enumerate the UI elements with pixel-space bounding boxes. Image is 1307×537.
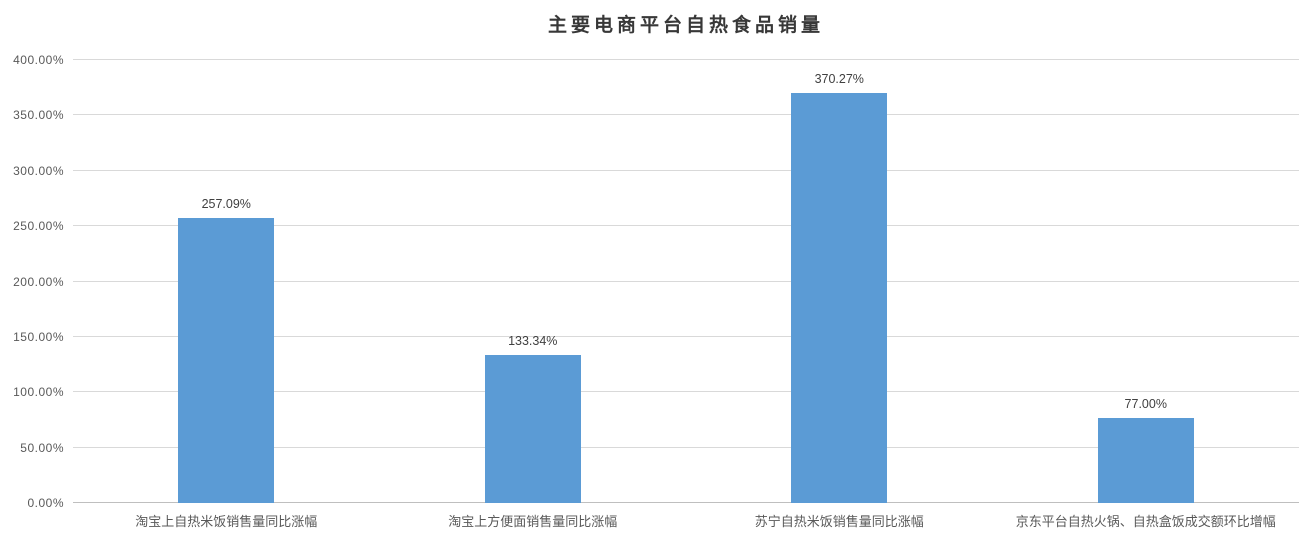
bar-value-label: 370.27% [814, 71, 864, 86]
y-axis-tick-label: 400.00% [13, 53, 64, 67]
y-axis-tick-label: 200.00% [13, 274, 64, 289]
bar [484, 355, 581, 503]
bar-slot: 77.00% [993, 60, 1300, 503]
gridline [73, 59, 1299, 60]
gridline [73, 114, 1299, 116]
bar-value-label: 133.34% [508, 334, 558, 349]
x-axis-line [73, 502, 1299, 503]
gridline [73, 169, 1299, 171]
x-axis-category-label: 苏宁自热米饭销售量同比涨幅 [754, 514, 924, 529]
bar-slot: 257.09% [73, 60, 380, 503]
y-axis-tick-label: 150.00% [13, 329, 64, 344]
bar [791, 92, 888, 503]
y-axis-tick-label: 300.00% [13, 163, 64, 178]
bar-series: 257.09% 133.34% 370.27% 77.00% [73, 60, 1299, 503]
y-axis-tick-label: 0.00% [27, 496, 64, 510]
gridline [73, 391, 1299, 393]
x-axis-category-label: 淘宝上方便面销售量同比涨幅 [448, 514, 618, 529]
bar-value-label: 77.00% [1124, 396, 1167, 411]
plot-area: 257.09% 133.34% 370.27% 77.00% [73, 59, 1299, 503]
y-axis: 0.00% 50.00% 100.00% 150.00% 200.00% 250.00% 3… [0, 53, 64, 510]
gridline [73, 335, 1299, 337]
gridline [73, 225, 1299, 227]
bar-slot: 133.34% [380, 60, 687, 503]
y-axis-tick-label: 50.00% [20, 440, 64, 455]
bar [178, 218, 275, 503]
x-axis-category-label: 京东平台自热火锅、自热盒饭成交额环比增幅 [1015, 514, 1276, 529]
bar [1097, 417, 1194, 503]
y-axis-tick-label: 250.00% [13, 219, 64, 234]
bar-slot: 370.27% [686, 60, 993, 503]
gridline [73, 446, 1299, 448]
y-axis-tick-label: 100.00% [13, 385, 64, 400]
y-axis-tick-label: 350.00% [13, 108, 64, 123]
gridline [73, 280, 1299, 282]
x-axis-labels: 淘宝上自热米饭销售量同比涨幅 淘宝上方便面销售量同比涨幅 苏宁自热米饭销售量同比涨幅… [73, 511, 1299, 530]
bar-value-label: 257.09% [201, 197, 251, 212]
x-axis-category-label: 淘宝上自热米饭销售量同比涨幅 [135, 514, 318, 529]
chart-title: 主要电商平台自热食品销量 [547, 14, 824, 36]
